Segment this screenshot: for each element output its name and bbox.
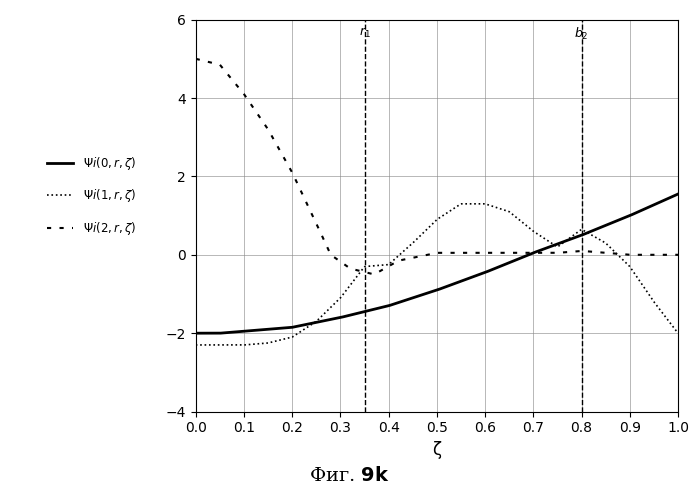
Text: Фиг. $\mathbf{9k}$: Фиг. $\mathbf{9k}$	[309, 466, 390, 485]
Text: $b_2$: $b_2$	[575, 25, 589, 42]
X-axis label: ζ: ζ	[433, 441, 441, 459]
Text: $r_1$: $r_1$	[359, 25, 370, 40]
Legend: $\Psi i(0,r,\zeta)$, $\Psi i(1,r,\zeta)$, $\Psi i(2,r,\zeta)$: $\Psi i(0,r,\zeta)$, $\Psi i(1,r,\zeta)$…	[43, 150, 140, 242]
